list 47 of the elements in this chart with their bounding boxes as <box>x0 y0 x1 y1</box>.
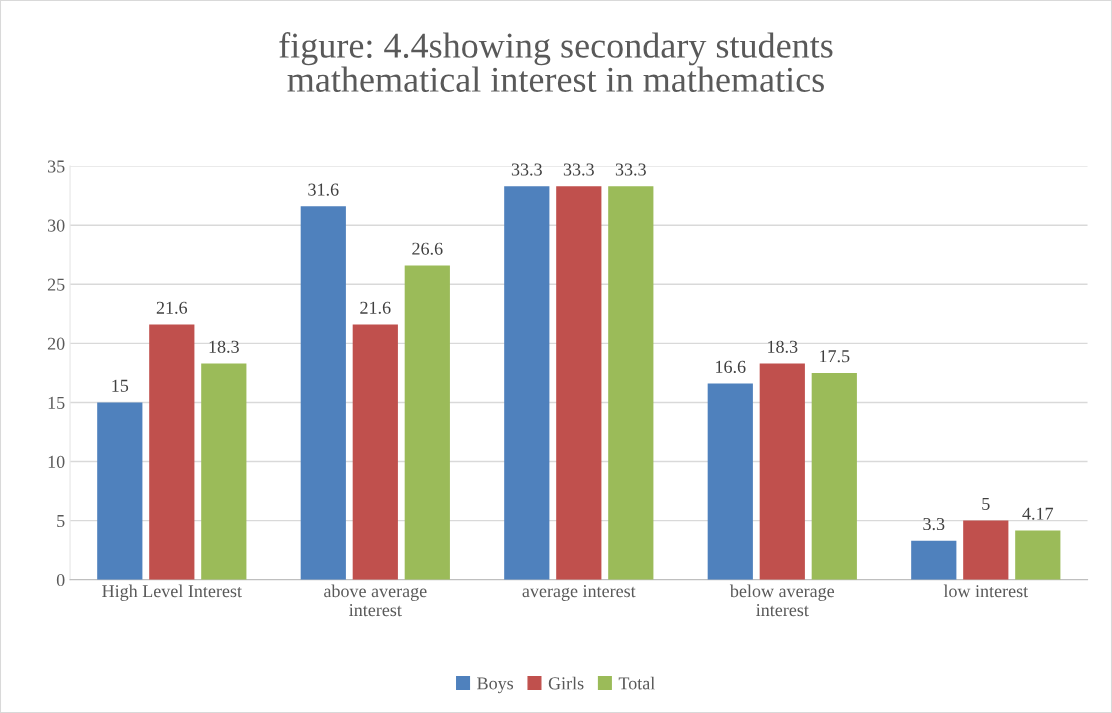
bar <box>759 363 805 580</box>
data-label: 33.3 <box>563 163 594 176</box>
data-label: 33.3 <box>615 163 646 176</box>
y-tick-label: 10 <box>48 455 65 468</box>
data-label: 17.5 <box>820 350 850 363</box>
bar <box>707 383 753 580</box>
bar <box>608 186 654 580</box>
bar <box>911 540 957 580</box>
bar <box>149 324 195 580</box>
bar <box>556 186 602 580</box>
x-tick-label: above average interest <box>324 584 427 617</box>
y-tick-label: 35 <box>48 160 65 173</box>
bar <box>811 372 857 580</box>
data-label: 16.6 <box>716 360 746 373</box>
bar <box>352 324 398 580</box>
data-label: 21.6 <box>156 301 188 314</box>
bar <box>97 402 143 580</box>
bar <box>963 520 1009 580</box>
bar <box>300 206 346 580</box>
data-label: 18.3 <box>768 340 798 353</box>
data-label: 21.6 <box>360 301 391 314</box>
data-label: 26.6 <box>412 242 443 255</box>
data-label: 18.3 <box>209 340 239 353</box>
data-label: 33.3 <box>511 163 542 176</box>
y-tick-label: 25 <box>47 278 65 291</box>
x-tick-label: low interest <box>943 584 1029 598</box>
legend-label: Total <box>618 676 655 690</box>
x-tick-label: High Level Interest <box>102 584 242 601</box>
chart-title: figure: 4.4showing secondary students mathematical interest in mathematics <box>279 32 833 92</box>
bar <box>504 186 550 580</box>
y-tick-label: 20 <box>47 337 65 350</box>
bar <box>201 363 247 580</box>
y-tick-label: 5 <box>57 515 65 528</box>
y-tick-label: 0 <box>56 573 65 587</box>
x-tick-label: below average interest <box>729 584 835 617</box>
data-label: 5 <box>982 497 990 510</box>
data-label: 3.3 <box>923 517 945 531</box>
legend-label: Boys <box>477 677 514 694</box>
bar <box>404 265 450 580</box>
data-label: 15 <box>112 379 129 392</box>
y-tick-label: 30 <box>48 219 65 232</box>
bar <box>1015 530 1061 580</box>
y-tick-label: 15 <box>48 396 65 409</box>
legend-label: Girls <box>548 676 584 690</box>
x-tick-label: average interest <box>522 585 636 601</box>
data-label: 4.17 <box>1022 507 1054 520</box>
data-label: 31.6 <box>308 183 339 196</box>
